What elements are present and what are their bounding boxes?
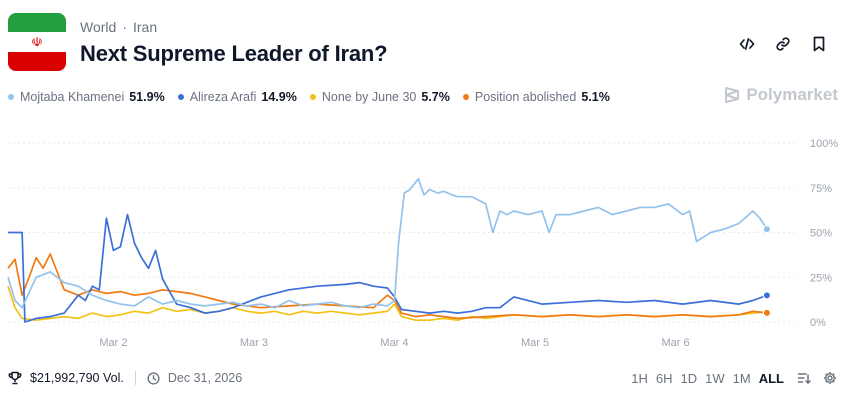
series-endpoint	[762, 225, 771, 234]
series-line	[7, 177, 768, 309]
page-title: Next Supreme Leader of Iran?	[80, 41, 388, 66]
legend-name: Position abolished	[474, 90, 577, 104]
legend-name: None by June 30	[321, 90, 417, 104]
range-1m[interactable]: 1M	[732, 370, 751, 386]
footer-divider	[134, 371, 136, 385]
range-1h[interactable]: 1H	[631, 370, 648, 386]
breadcrumb-separator: ·	[122, 19, 127, 35]
legend-swatch	[8, 94, 14, 100]
brand-name: Polymarket	[746, 85, 838, 104]
y-tick-label: 25%	[810, 272, 832, 284]
polymarket-icon	[725, 87, 740, 103]
series-endpoint	[762, 291, 771, 300]
price-chart[interactable]: 0% 25% 50% 75% 100% Mar 2 Mar 3 Mar 4 Mar 5 Mar 6	[0, 130, 850, 355]
legend-swatch	[462, 94, 469, 100]
legend-value: 5.1%	[581, 90, 610, 104]
y-tick-label: 0%	[810, 317, 826, 329]
chart-grid	[8, 142, 795, 323]
chart-axis: 0% 25% 50% 75% 100% Mar 2 Mar 3 Mar 4 Mar 5 Mar 6	[99, 138, 838, 349]
legend-value: 14.9%	[261, 90, 297, 104]
chart-legend: Mojtaba Khamenei 51.9% Alireza Arafi 14.…	[8, 90, 610, 104]
x-tick-label: Mar 6	[661, 337, 689, 349]
clock-icon	[147, 371, 160, 385]
time-range-selector: 1H 6H 1D 1W 1M ALL	[627, 368, 840, 388]
chart-series	[7, 177, 771, 323]
sort-button[interactable]	[794, 368, 814, 388]
legend-item[interactable]: Mojtaba Khamenei 51.9%	[8, 90, 165, 104]
series-endpoint	[762, 308, 771, 317]
gear-icon	[824, 372, 836, 384]
x-tick-label: Mar 3	[240, 337, 268, 349]
y-tick-label: 100%	[810, 138, 838, 150]
embed-button[interactable]	[736, 33, 758, 55]
x-tick-label: Mar 2	[99, 337, 127, 349]
bookmark-icon	[813, 36, 825, 52]
copy-link-button[interactable]	[772, 33, 794, 55]
series-line	[8, 213, 768, 323]
y-tick-label: 75%	[810, 183, 832, 195]
code-icon	[739, 38, 755, 50]
chart-footer: $21,992,790 Vol. Dec 31, 2026 1H 6H 1D 1…	[0, 368, 850, 392]
header-actions	[736, 33, 830, 55]
trophy-icon	[8, 371, 22, 385]
bookmark-button[interactable]	[808, 33, 830, 55]
volume-text: $21,992,790 Vol.	[30, 371, 124, 385]
breadcrumb-world[interactable]: World	[80, 19, 117, 35]
legend-value: 51.9%	[129, 90, 165, 104]
legend-item[interactable]: Alireza Arafi 14.9%	[177, 90, 297, 104]
link-icon	[776, 37, 790, 51]
legend-item[interactable]: Position abolished 5.1%	[462, 90, 610, 104]
breadcrumb-iran[interactable]: Iran	[132, 19, 158, 35]
legend-name: Mojtaba Khamenei	[20, 90, 125, 104]
settings-button[interactable]	[820, 368, 840, 388]
end-date-text: Dec 31, 2026	[167, 371, 243, 385]
breadcrumb: World · Iran	[80, 19, 157, 35]
range-1d[interactable]: 1D	[680, 370, 698, 386]
legend-swatch	[177, 94, 184, 100]
sort-icon	[797, 373, 811, 385]
legend-item[interactable]: None by June 30 5.7%	[309, 90, 450, 104]
y-tick-label: 50%	[810, 228, 832, 240]
legend-swatch	[309, 94, 316, 100]
legend-name: Alireza Arafi	[189, 90, 257, 104]
x-tick-label: Mar 4	[380, 337, 408, 349]
range-6h[interactable]: 6H	[655, 370, 673, 386]
x-tick-label: Mar 5	[521, 337, 549, 349]
legend-value: 5.7%	[421, 90, 450, 104]
iran-flag-icon: ☫	[8, 13, 66, 71]
range-1w[interactable]: 1W	[705, 370, 725, 386]
polymarket-logo[interactable]: Polymarket	[724, 85, 838, 105]
flag-emblem: ☫	[31, 34, 43, 50]
series-line	[7, 253, 767, 320]
range-all[interactable]: ALL	[758, 370, 784, 386]
